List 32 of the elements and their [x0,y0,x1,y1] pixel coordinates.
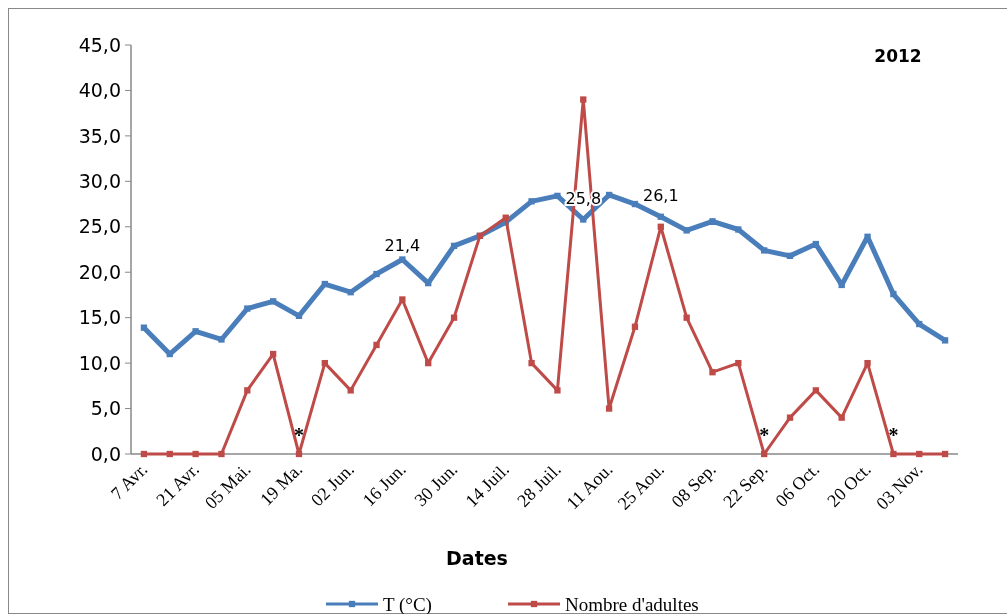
x-tick-label: 06 Oct. [771,459,824,511]
annotation: * [759,424,770,446]
x-tick-label: 19 Ma. [256,459,307,510]
y-tick-label: 0,0 [90,442,121,465]
x-tick-label: 30 Jun. [410,459,462,511]
x-tick-label: 21 Avr. [152,459,203,510]
y-tick-label: 5,0 [90,397,121,420]
x-tick-label: 08 Sep. [667,459,720,512]
y-tick-label: 25,0 [78,215,121,238]
x-tick-label: 03 Nov. [872,459,927,514]
data-label: 26,1 [642,185,679,205]
chart-title: 2012 [874,46,922,66]
data-label: 21,4 [384,236,421,256]
y-tick-label: 40,0 [78,79,121,102]
legend-label: Nombre d'adultes [565,593,699,614]
y-tick-label: 10,0 [78,351,121,374]
x-tick-label: 22 Sep. [719,459,772,512]
x-tick-label: 16 Jun. [358,459,410,511]
x-tick-label: 28 Juil. [513,459,565,511]
y-tick-label: 15,0 [78,306,121,329]
y-tick-label: 20,0 [78,260,121,283]
x-tick-label: 02 Jun. [307,459,358,511]
x-tick-label: 20 Oct. [823,459,875,511]
annotation: * [888,424,899,446]
y-tick-label: 35,0 [78,124,121,147]
x-axis-title: Dates [446,547,508,569]
x-tick-label: 14 Juil. [461,459,514,511]
annotation: * [293,424,304,446]
y-tick-label: 45,0 [78,33,121,56]
x-tick-label: 05 Mai. [200,459,255,513]
y-tick-label: 30,0 [78,169,121,192]
legend-label: T (°C) [383,593,432,614]
